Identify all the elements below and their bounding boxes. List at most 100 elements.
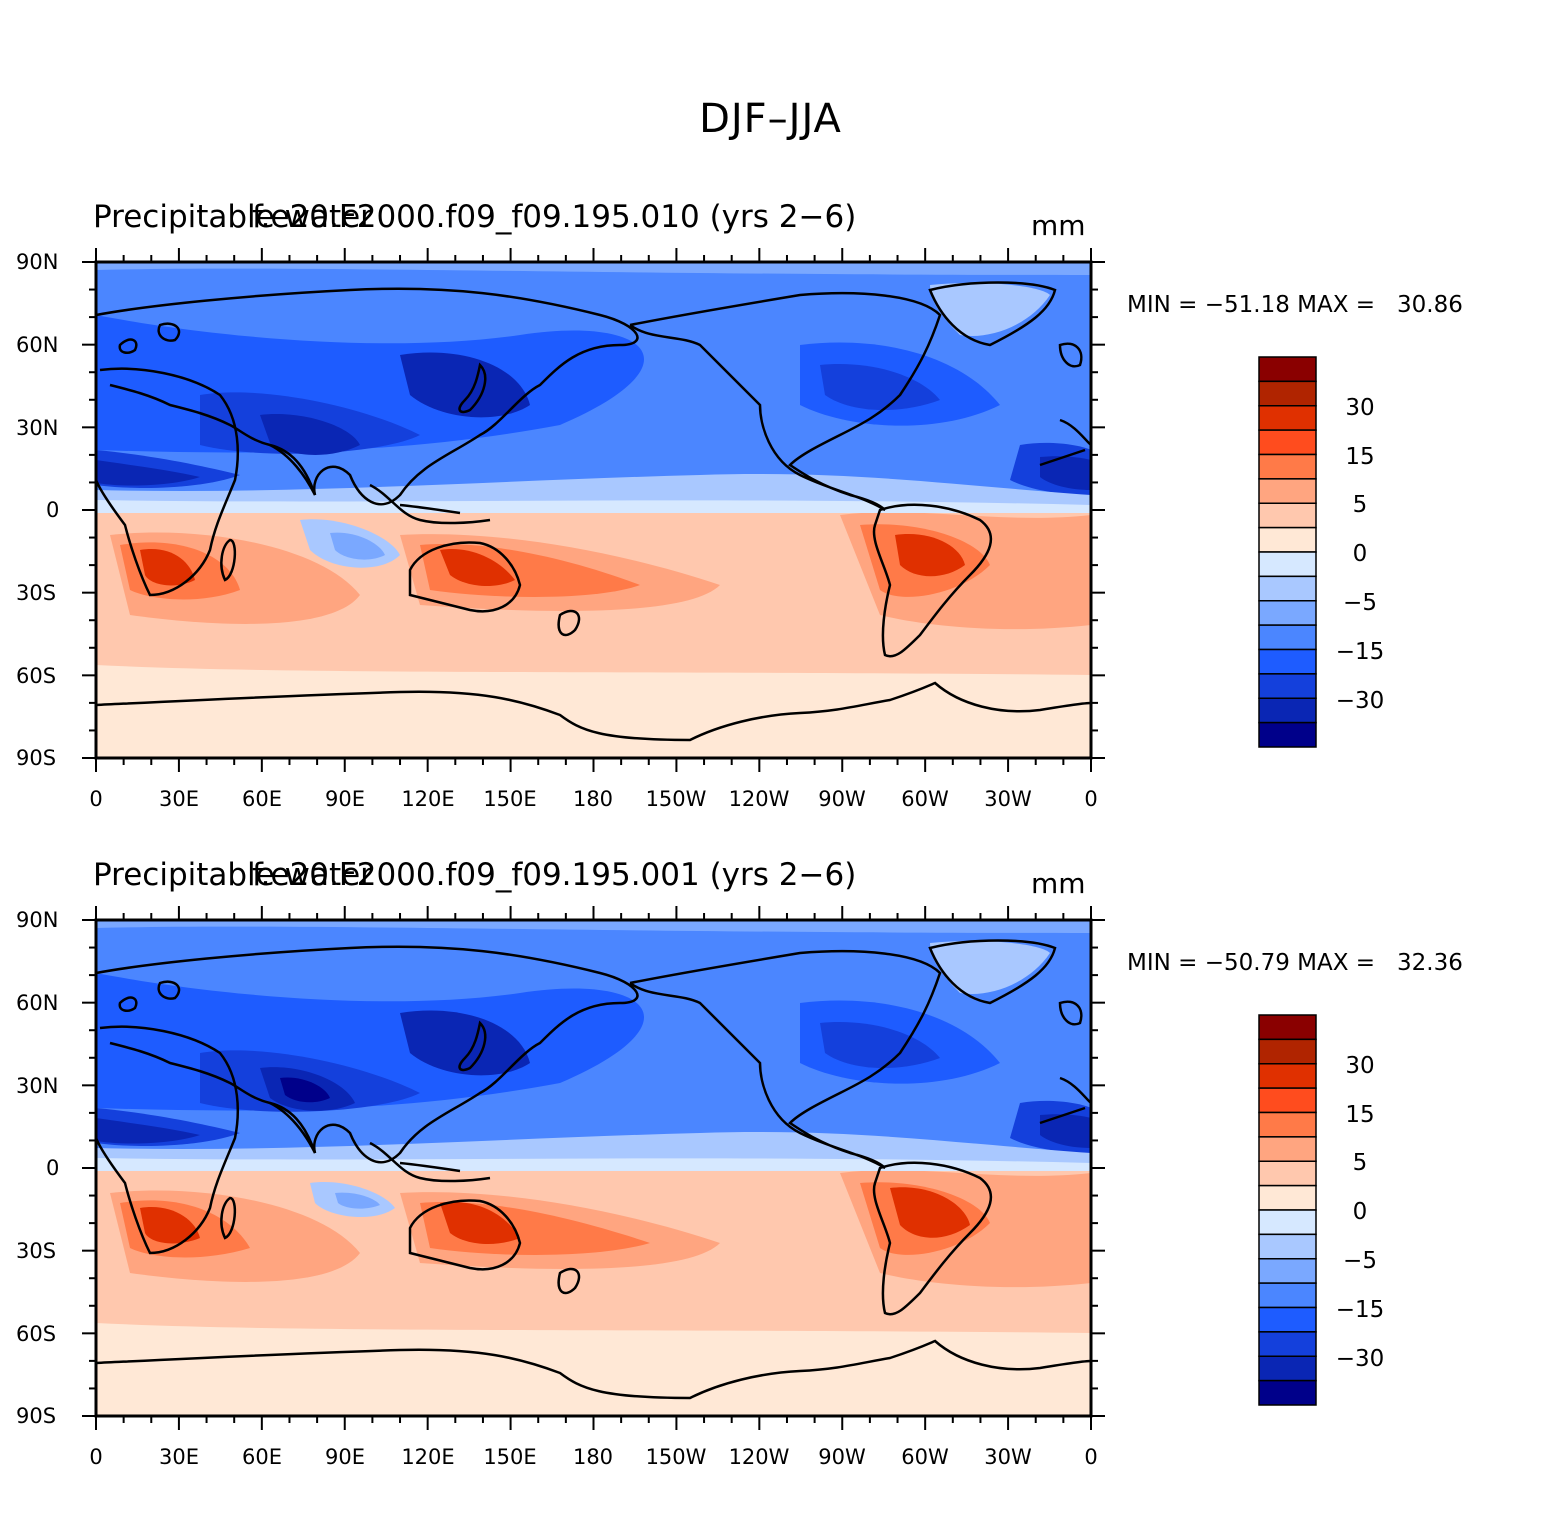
lon-tick-label: 180 xyxy=(572,787,614,811)
colorbar-box xyxy=(1258,575,1317,602)
colorbar-box xyxy=(1258,624,1317,651)
lon-tick-label: 150E xyxy=(483,787,537,811)
filled-contours xyxy=(96,262,1091,758)
colorbar-box xyxy=(1258,502,1317,529)
lat-tick-label: 30S xyxy=(16,581,57,605)
lon-tick-label: 120W xyxy=(728,1445,790,1469)
panel-case-title: f.e20.F2000.f09_f09.195.001 (yrs 2−6) xyxy=(252,857,857,893)
lat-tick-label: 60S xyxy=(16,1322,57,1346)
colorbar-box xyxy=(1258,526,1317,553)
panel-case-title: f.e20.F2000.f09_f09.195.010 (yrs 2−6) xyxy=(252,199,857,235)
colorbar-box xyxy=(1258,551,1317,578)
colorbar-box xyxy=(1258,1184,1317,1211)
coastlines xyxy=(96,939,1091,1400)
colorbar-label: 15 xyxy=(1345,1102,1375,1128)
colorbar-box xyxy=(1258,1111,1317,1138)
lon-tick-label: 60E xyxy=(242,1445,282,1469)
coastlines xyxy=(96,281,1091,742)
lat-tick-label: 30N xyxy=(16,416,59,440)
colorbar-label: 30 xyxy=(1345,395,1375,421)
colorbar-box xyxy=(1258,1087,1317,1114)
lat-tick-label: 90S xyxy=(16,746,57,770)
figure-title: DJF–JJA xyxy=(699,96,842,142)
colorbar-box xyxy=(1258,673,1317,699)
colorbar-box xyxy=(1258,1258,1317,1284)
colorbar-box xyxy=(1258,1379,1317,1406)
lon-tick-label: 150W xyxy=(645,1445,707,1469)
lat-tick-label: 90N xyxy=(16,908,59,932)
lat-tick-label: 0 xyxy=(46,1156,60,1180)
colorbar-box xyxy=(1258,1014,1317,1041)
lon-tick-label: 0 xyxy=(89,1445,103,1469)
colorbar-box xyxy=(1258,380,1317,407)
lon-tick-label: 150E xyxy=(483,1445,537,1469)
lat-tick-label: 60N xyxy=(16,991,59,1015)
colorbar-label: −15 xyxy=(1335,1297,1385,1323)
lat-tick-label: 60N xyxy=(16,333,59,357)
colorbar-box xyxy=(1258,453,1317,480)
colorbar-box xyxy=(1258,1136,1317,1162)
lon-tick-label: 60E xyxy=(242,787,282,811)
lon-tick-label: 0 xyxy=(1084,1445,1098,1469)
lat-tick-label: 30N xyxy=(16,1074,59,1098)
colorbar-box xyxy=(1258,1160,1317,1187)
lon-tick-label: 30E xyxy=(159,1445,199,1469)
lon-tick-label: 90E xyxy=(325,1445,365,1469)
colorbar-label: 5 xyxy=(1352,492,1368,518)
colorbar-box xyxy=(1258,429,1317,456)
map-plot xyxy=(82,906,1317,1430)
colorbar-box xyxy=(1258,721,1317,748)
colorbar xyxy=(1258,1014,1317,1406)
lon-tick-label: 150W xyxy=(645,787,707,811)
colorbar-box xyxy=(1258,1331,1317,1357)
map-panel-top: Precipitable water f.e20.F2000.f09_f09.1… xyxy=(0,195,1541,855)
lon-tick-label: 120W xyxy=(728,787,790,811)
colorbar-label: −15 xyxy=(1335,639,1385,665)
axis-ticks xyxy=(82,906,1105,1430)
colorbar-label: 15 xyxy=(1345,444,1375,470)
colorbar-box xyxy=(1258,1282,1317,1309)
panel-min-max: MIN = −51.18 MAX = 30.86 xyxy=(1127,292,1463,318)
colorbar-box xyxy=(1258,600,1317,626)
colorbar-box xyxy=(1258,1038,1317,1065)
map-plot xyxy=(82,248,1317,772)
lon-tick-label: 120E xyxy=(401,1445,455,1469)
lat-tick-label: 30S xyxy=(16,1239,57,1263)
colorbar-box xyxy=(1258,648,1317,675)
lon-tick-label: 120E xyxy=(401,787,455,811)
colorbar-label: 5 xyxy=(1352,1150,1368,1176)
lon-tick-label: 90W xyxy=(818,787,866,811)
panel-units: mm xyxy=(1031,867,1086,900)
lat-tick-label: 0 xyxy=(46,498,60,522)
lon-tick-label: 30E xyxy=(159,787,199,811)
lon-tick-label: 0 xyxy=(1084,787,1098,811)
lon-tick-label: 180 xyxy=(572,1445,614,1469)
lat-tick-label: 90N xyxy=(16,250,59,274)
panel-units: mm xyxy=(1031,209,1086,242)
colorbar-label: −5 xyxy=(1343,590,1377,616)
colorbar-label: −30 xyxy=(1335,688,1385,714)
filled-contours xyxy=(96,920,1091,1416)
colorbar-box xyxy=(1258,1306,1317,1333)
colorbar xyxy=(1258,356,1317,748)
colorbar-label: −30 xyxy=(1335,1346,1385,1372)
lon-tick-label: 90E xyxy=(325,787,365,811)
panel-min-max: MIN = −50.79 MAX = 32.36 xyxy=(1127,950,1463,976)
colorbar-box xyxy=(1258,356,1317,383)
panel-variable-title: Precipitable water xyxy=(93,199,373,235)
colorbar-box xyxy=(1258,1063,1317,1089)
colorbar-box xyxy=(1258,405,1317,431)
colorbar-box xyxy=(1258,1209,1317,1236)
lon-tick-label: 0 xyxy=(89,787,103,811)
colorbar-label: 0 xyxy=(1352,541,1368,567)
colorbar-label: 0 xyxy=(1352,1199,1368,1225)
panel-variable-title: Precipitable water xyxy=(93,857,373,893)
axis-ticks xyxy=(82,248,1105,772)
lon-tick-label: 60W xyxy=(901,787,949,811)
lat-tick-label: 90S xyxy=(16,1404,57,1428)
lon-tick-label: 90W xyxy=(818,1445,866,1469)
colorbar-label: −5 xyxy=(1343,1248,1377,1274)
lat-tick-label: 60S xyxy=(16,664,57,688)
map-panel-bottom: Precipitable water f.e20.F2000.f09_f09.1… xyxy=(0,853,1541,1513)
colorbar-box xyxy=(1258,478,1317,504)
